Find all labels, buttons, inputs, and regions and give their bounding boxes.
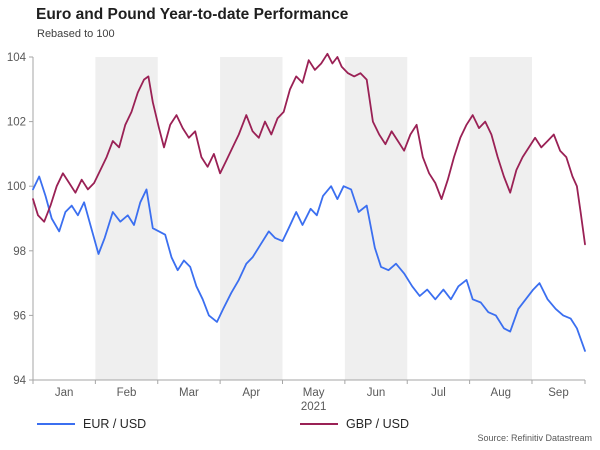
eur-usd-line-swatch (37, 423, 75, 425)
gbp-usd-legend-label: GBP / USD (346, 417, 409, 431)
legend-item-eur-usd: EUR / USD (37, 417, 146, 431)
month-label: Jul (431, 387, 446, 399)
month-label: May (303, 387, 325, 399)
month-band (220, 57, 283, 380)
month-label: Jun (367, 387, 386, 399)
source-attribution: Source: Refinitiv Datastream (477, 433, 592, 443)
y-tick-label: 104 (7, 52, 27, 64)
legend-item-gbp-usd: GBP / USD (300, 417, 409, 431)
month-label: Apr (242, 387, 260, 399)
gbp-usd-line-swatch (300, 423, 338, 425)
year-label: 2021 (301, 401, 327, 413)
chart-title: Euro and Pound Year-to-date Performance (36, 6, 349, 23)
month-band (95, 57, 158, 380)
eur-usd-legend-label: EUR / USD (83, 417, 147, 431)
gbp-usd-line (32, 52, 586, 246)
month-label: Sep (548, 387, 568, 399)
eur-usd-line (32, 175, 586, 352)
y-tick-label: 94 (13, 375, 26, 387)
month-label: Aug (491, 387, 511, 399)
month-band (469, 57, 532, 380)
y-tick-label: 96 (13, 310, 26, 322)
y-tick-label: 102 (7, 117, 26, 129)
y-tick-label: 100 (7, 181, 26, 193)
month-label: Mar (179, 387, 199, 399)
y-tick-label: 98 (13, 246, 26, 258)
month-label: Feb (117, 387, 137, 399)
month-label: Jan (55, 387, 74, 399)
chart-subtitle: Rebased to 100 (37, 28, 115, 40)
month-band (344, 57, 408, 380)
